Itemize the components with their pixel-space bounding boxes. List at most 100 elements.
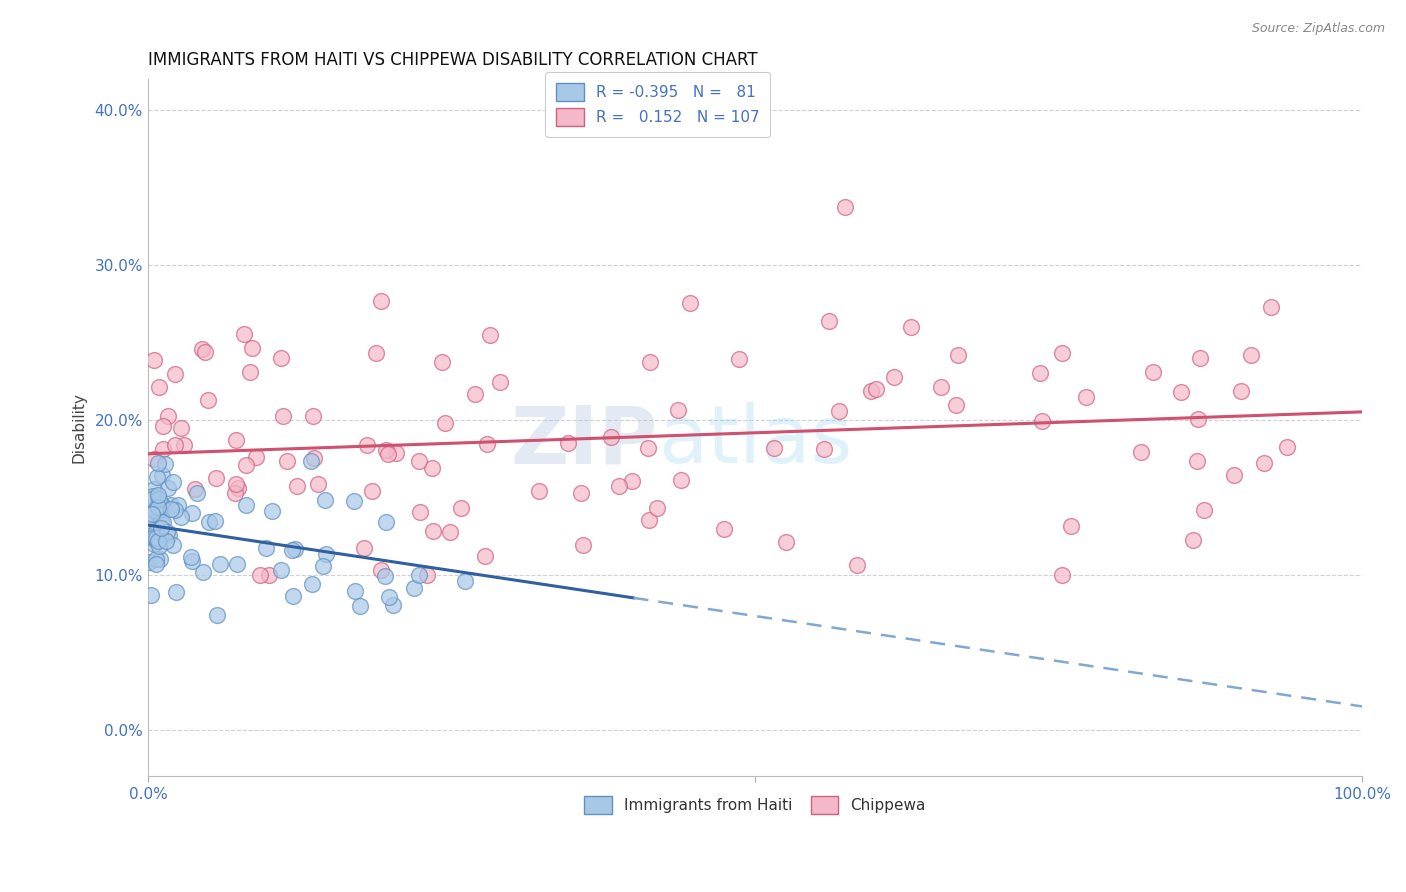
Point (157, 481, 180, 495)
Point (152, 498, 174, 512)
Point (865, 382, 887, 396)
Point (270, 351, 292, 365)
Point (240, 342, 263, 356)
Point (235, 458, 257, 473)
Point (160, 498, 183, 512)
Point (415, 567, 437, 582)
Point (163, 502, 186, 516)
Point (148, 503, 170, 517)
Point (775, 534, 797, 549)
Point (1060, 518, 1083, 533)
Text: Source: ZipAtlas.com: Source: ZipAtlas.com (1251, 22, 1385, 36)
Point (257, 567, 280, 582)
Point (191, 565, 214, 579)
Point (302, 451, 325, 466)
Point (450, 500, 472, 515)
Point (1230, 384, 1253, 398)
Point (637, 441, 659, 455)
Point (408, 453, 430, 467)
Point (142, 530, 165, 544)
Point (817, 314, 839, 328)
Point (1275, 440, 1298, 454)
Point (728, 352, 751, 367)
Point (166, 499, 188, 513)
Point (474, 549, 496, 563)
Point (165, 367, 187, 381)
Point (190, 342, 212, 356)
Legend: Immigrants from Haiti, Chippewa: Immigrants from Haiti, Chippewa (574, 785, 936, 824)
Point (557, 435, 579, 450)
Point (149, 530, 172, 544)
Point (145, 531, 167, 545)
Point (162, 475, 184, 489)
Point (148, 508, 170, 523)
Point (860, 384, 883, 398)
Point (374, 442, 396, 457)
Point (609, 479, 631, 493)
Point (1052, 567, 1074, 582)
Point (143, 352, 166, 367)
Point (1029, 366, 1052, 380)
Point (145, 552, 167, 566)
Point (1031, 414, 1053, 428)
Point (225, 434, 247, 448)
Point (204, 515, 226, 529)
Point (145, 525, 167, 540)
Point (180, 554, 202, 568)
Point (343, 494, 366, 508)
Point (138, 506, 160, 520)
Point (146, 456, 169, 470)
Point (157, 409, 180, 423)
Point (163, 438, 186, 452)
Point (620, 474, 643, 488)
Point (370, 293, 392, 308)
Point (235, 498, 257, 512)
Point (150, 468, 173, 483)
Point (270, 563, 292, 577)
Point (152, 419, 174, 434)
Point (381, 598, 404, 612)
Point (143, 451, 166, 466)
Point (361, 483, 384, 498)
Point (156, 524, 179, 539)
Point (262, 504, 284, 518)
Point (945, 398, 967, 412)
Text: ZIP: ZIP (510, 402, 658, 480)
Text: atlas: atlas (658, 402, 852, 480)
Point (146, 500, 169, 514)
Point (245, 450, 267, 465)
Point (197, 392, 219, 407)
Point (198, 516, 221, 530)
Point (813, 442, 835, 457)
Point (600, 430, 623, 444)
Point (834, 200, 856, 214)
Point (152, 442, 174, 456)
Point (284, 542, 307, 557)
Point (283, 589, 305, 603)
Point (299, 454, 322, 468)
Point (312, 559, 335, 574)
Point (374, 569, 396, 583)
Point (900, 319, 922, 334)
Point (1240, 348, 1263, 362)
Point (1130, 445, 1153, 459)
Point (828, 404, 851, 418)
Point (225, 477, 247, 491)
Point (139, 588, 162, 602)
Point (301, 409, 323, 424)
Point (432, 354, 454, 368)
Point (1223, 468, 1246, 483)
Point (152, 515, 174, 529)
Point (1142, 365, 1164, 379)
Point (408, 568, 430, 582)
Point (475, 437, 498, 451)
Point (929, 379, 952, 393)
Point (276, 453, 298, 467)
Point (377, 447, 399, 461)
Point (763, 441, 786, 455)
Point (370, 563, 392, 577)
Point (679, 296, 702, 310)
Point (479, 328, 502, 343)
Point (1185, 454, 1208, 468)
Point (224, 486, 246, 500)
